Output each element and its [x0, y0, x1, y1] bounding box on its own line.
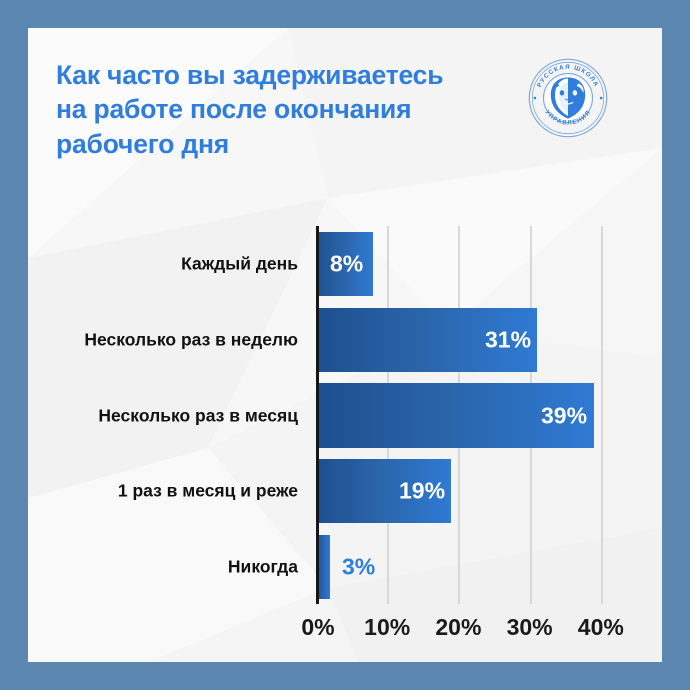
- bar[interactable]: [316, 459, 452, 523]
- bar-chart: Каждый день Несколько раз в неделю Неско…: [28, 178, 662, 648]
- category-label: Несколько раз в неделю: [84, 329, 298, 350]
- category-label: 1 раз в месяц и реже: [117, 480, 298, 501]
- bar[interactable]: [316, 308, 537, 372]
- category-label: Каждый день: [181, 253, 298, 274]
- bar[interactable]: [316, 535, 330, 599]
- plot-area: 8% 31% 39% 19% 3%: [316, 226, 613, 604]
- bar[interactable]: [316, 232, 373, 296]
- background-pattern: [28, 28, 662, 662]
- infographic-card: Как часто вы задерживаетесь на работе по…: [28, 28, 662, 662]
- bar-value-label: 8%: [330, 250, 364, 277]
- bar-row: 8%: [316, 232, 613, 296]
- bar-row: 31%: [316, 308, 613, 372]
- x-tick-label: 30%: [506, 614, 553, 640]
- x-tick-label: 10%: [364, 614, 411, 640]
- lion-face-icon: [550, 77, 586, 119]
- bar-row: 19%: [316, 459, 613, 523]
- bar-row: 3%: [316, 535, 613, 599]
- bar[interactable]: [316, 383, 594, 448]
- page-title: Как часто вы задерживаетесь на работе по…: [56, 60, 444, 159]
- bar-row: 39%: [316, 383, 613, 448]
- bar-value-label: 31%: [485, 326, 532, 353]
- category-label: Несколько раз в месяц: [98, 405, 298, 426]
- x-tick-label: 40%: [577, 614, 624, 640]
- bar-value-label: 19%: [399, 477, 446, 504]
- x-tick-label: 0%: [301, 614, 335, 640]
- russian-school-of-management-logo: РУССКАЯ ШКОЛА УПРАВЛЕНИЯ: [525, 55, 611, 141]
- x-tick-label: 20%: [435, 614, 482, 640]
- gridline: [600, 226, 603, 604]
- value-axis-line: [316, 226, 319, 604]
- bar-value-label: 3%: [342, 553, 376, 580]
- bar-value-label: 39%: [541, 402, 588, 428]
- category-label: Никогда: [227, 556, 298, 577]
